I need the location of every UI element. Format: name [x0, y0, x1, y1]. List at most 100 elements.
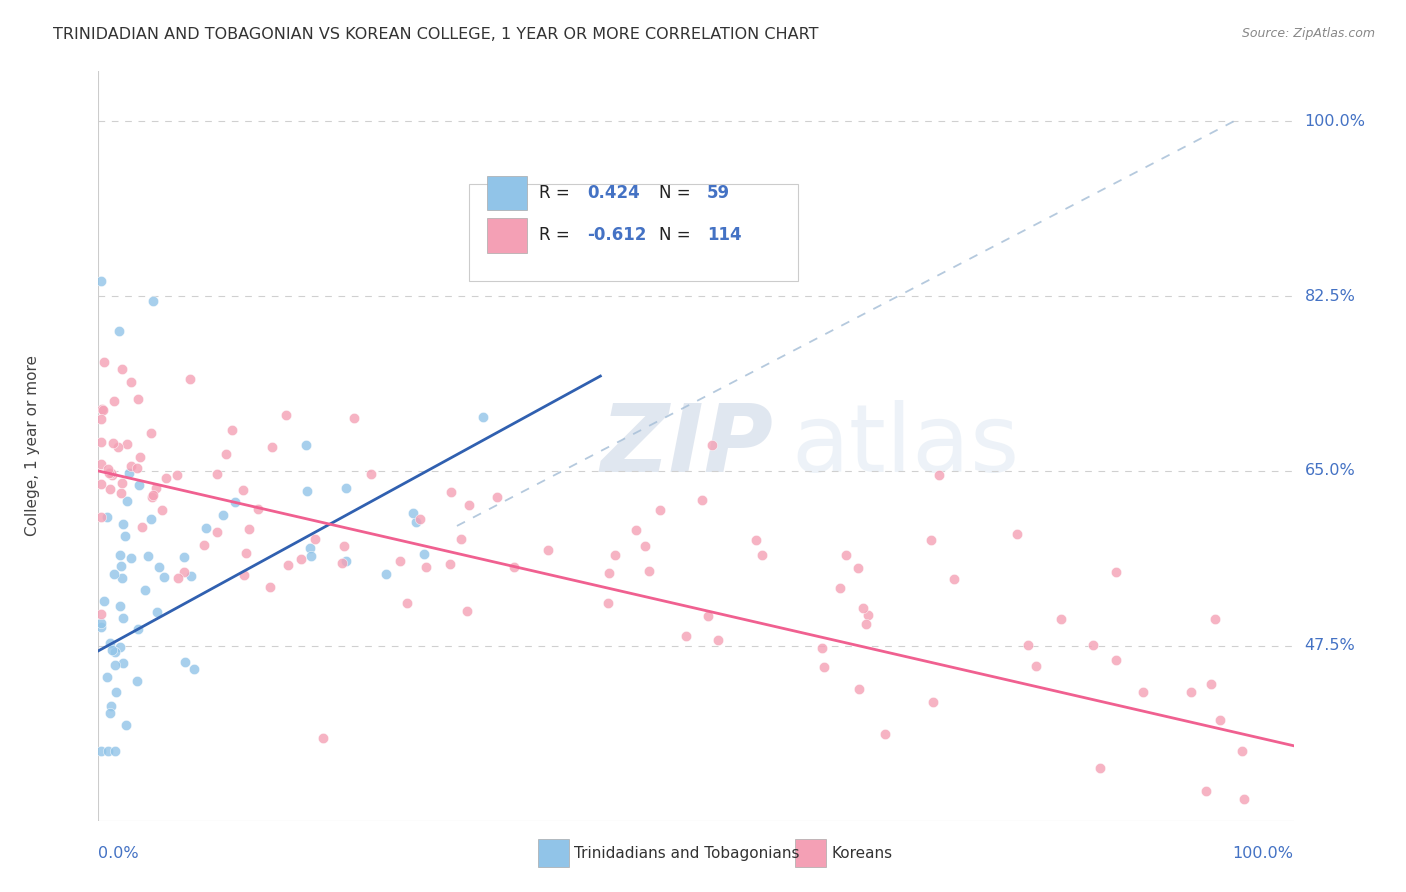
Point [875, 727, 897, 741]
Point [128, 478, 150, 492]
Point [856, 607, 879, 622]
Point [1017, 638, 1039, 652]
Text: 59: 59 [707, 184, 730, 202]
Text: 47.5%: 47.5% [1305, 639, 1355, 653]
Point [101, 436, 124, 450]
Point [1230, 744, 1253, 758]
Text: 100.0%: 100.0% [1305, 114, 1365, 128]
Point [1204, 612, 1226, 626]
Text: TRINIDADIAN AND TOBAGONIAN VS KOREAN COLLEGE, 1 YEAR OR MORE CORRELATION CHART: TRINIDADIAN AND TOBAGONIAN VS KOREAN COL… [53, 27, 818, 42]
Point [90, 434, 112, 449]
Text: 65.0%: 65.0% [1305, 464, 1355, 478]
Point [855, 617, 877, 632]
Text: R =: R = [540, 184, 575, 202]
Point [274, 409, 297, 423]
Point [1180, 684, 1202, 698]
Point [90, 412, 112, 426]
Point [299, 549, 322, 563]
Point [117, 437, 139, 451]
Point [183, 662, 205, 676]
Point [603, 548, 626, 562]
Text: 82.5%: 82.5% [1305, 289, 1355, 303]
Point [1025, 659, 1047, 673]
Point [388, 553, 411, 567]
Point [173, 655, 195, 669]
Point [304, 532, 326, 546]
Point [1081, 638, 1104, 652]
Point [852, 601, 875, 615]
Point [260, 440, 283, 454]
Point [401, 506, 423, 520]
Point [111, 571, 134, 585]
Point [835, 549, 858, 563]
Point [1050, 612, 1073, 626]
Point [295, 484, 318, 499]
Point [120, 375, 142, 389]
Point [634, 539, 657, 553]
FancyBboxPatch shape [796, 839, 827, 867]
Point [333, 539, 356, 553]
Point [235, 546, 257, 560]
Point [93, 593, 115, 607]
Point [458, 499, 481, 513]
Point [127, 461, 149, 475]
Point [110, 599, 132, 614]
Text: N =: N = [659, 184, 696, 202]
Point [1090, 760, 1112, 774]
Point [232, 483, 254, 498]
Point [173, 549, 195, 564]
Point [1005, 527, 1028, 541]
Point [90, 509, 112, 524]
Point [692, 492, 714, 507]
Point [450, 533, 472, 547]
Point [215, 447, 238, 461]
Point [142, 294, 165, 309]
Point [928, 468, 950, 483]
Point [342, 411, 364, 425]
Point [179, 372, 201, 386]
Point [104, 645, 127, 659]
Point [205, 524, 228, 539]
Point [626, 523, 648, 537]
Point [125, 673, 148, 688]
Point [127, 392, 149, 406]
Point [415, 559, 437, 574]
Point [1195, 783, 1218, 797]
Point [707, 632, 730, 647]
Point [142, 488, 165, 502]
Point [1209, 713, 1232, 727]
Text: Source: ZipAtlas.com: Source: ZipAtlas.com [1241, 27, 1375, 40]
Point [221, 423, 243, 437]
Point [194, 520, 217, 534]
Point [1105, 565, 1128, 579]
Point [139, 512, 162, 526]
Text: ZIP: ZIP [600, 400, 773, 492]
Point [503, 559, 526, 574]
Text: -0.612: -0.612 [588, 227, 647, 244]
Point [90, 619, 112, 633]
Point [104, 657, 127, 672]
Point [100, 468, 122, 483]
Point [486, 490, 509, 504]
Point [104, 744, 127, 758]
Text: R =: R = [540, 227, 575, 244]
Point [98, 706, 121, 720]
Point [751, 548, 773, 562]
Point [120, 459, 142, 474]
Point [96, 670, 118, 684]
Point [233, 567, 256, 582]
Point [115, 493, 138, 508]
Point [439, 557, 461, 571]
Point [166, 468, 188, 483]
Point [537, 543, 560, 558]
Point [97, 461, 120, 475]
Point [93, 355, 115, 369]
Point [110, 486, 132, 500]
Point [846, 561, 869, 575]
Point [277, 558, 299, 572]
Point [173, 565, 195, 579]
Point [205, 467, 228, 482]
Point [107, 440, 129, 454]
Point [412, 547, 434, 561]
FancyBboxPatch shape [486, 176, 527, 210]
